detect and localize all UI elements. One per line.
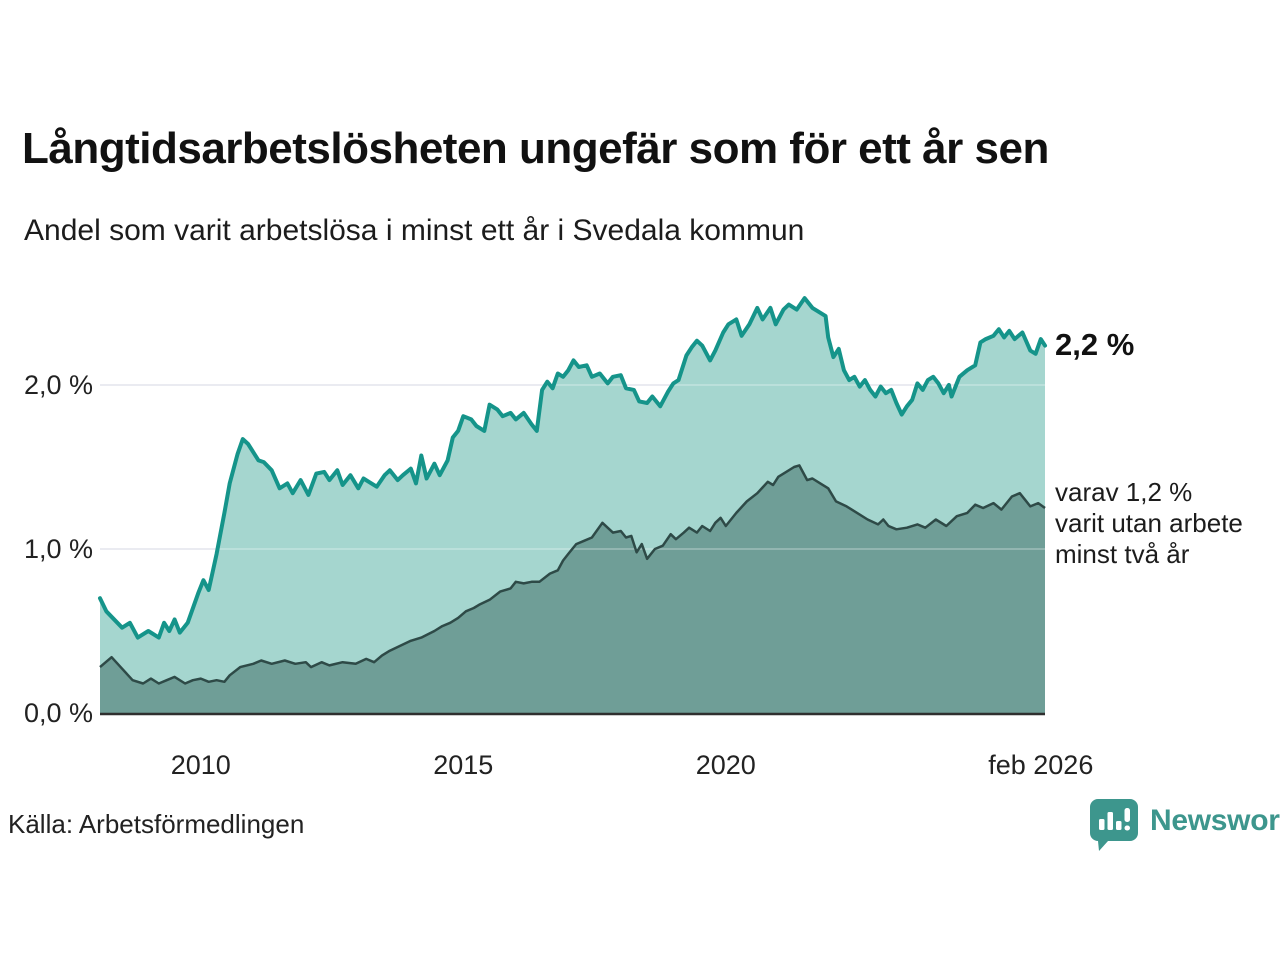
x-axis-tick: 2010 [170, 750, 231, 780]
annotation-line: varit utan arbete [1055, 508, 1243, 538]
total-share-end-label: 2,2 % [1055, 327, 1135, 362]
x-axis-tick: feb 2026 [988, 750, 1094, 780]
x-axis-tick: 2015 [433, 750, 494, 780]
two-year-share-annotation: varav 1,2 % varit utan arbete minst två … [1055, 477, 1243, 570]
y-axis-tick: 2,0 % [23, 370, 93, 400]
y-axis-tick: 0,0 % [23, 698, 93, 728]
newsworthy-brand-link[interactable]: Newsworthy [1088, 797, 1280, 853]
annotation-line: minst två år [1055, 539, 1190, 569]
source-note: Källa: Arbetsförmedlingen [8, 809, 305, 839]
x-axis-tick: 2020 [695, 750, 756, 780]
y-axis-tick: 1,0 % [23, 534, 93, 564]
brand-name: Newsworthy [1150, 804, 1280, 837]
page-subtitle: Andel som varit arbetslösa i minst ett å… [24, 214, 805, 247]
annotation-line: varav 1,2 % [1055, 477, 1193, 507]
page-title: Långtidsarbetslösheten ungefär som för e… [22, 124, 1049, 173]
newsworthy-logo-icon [1090, 799, 1138, 851]
